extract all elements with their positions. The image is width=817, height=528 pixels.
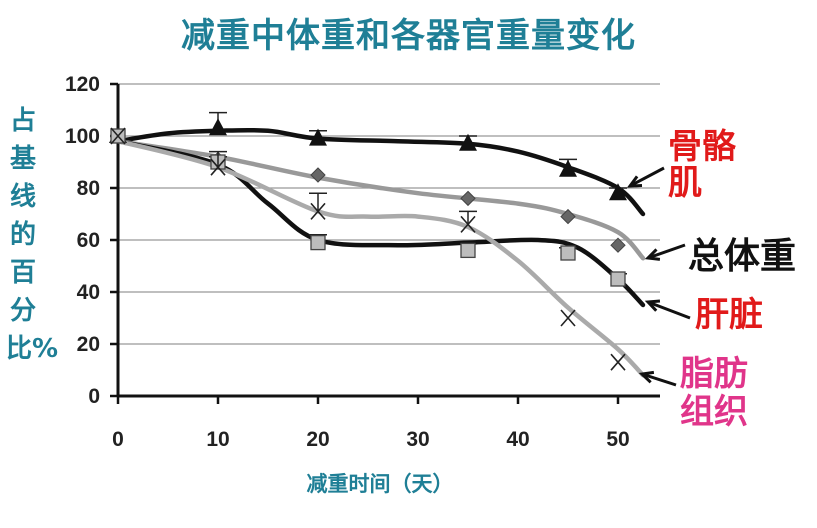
data-point-s0-2 <box>309 128 327 146</box>
series-label-2-line-0: 肝脏 <box>695 295 763 335</box>
data-point-s1-5 <box>610 237 626 253</box>
x-tick-label-30: 30 <box>406 428 429 451</box>
label-arrowhead-1 <box>644 248 661 261</box>
data-point-s0-5 <box>609 183 627 201</box>
y-tick-label-40: 40 <box>77 281 100 304</box>
label-arrowhead-2 <box>644 299 661 312</box>
x-tick-label-20: 20 <box>306 428 329 451</box>
data-point-s1-3 <box>460 190 476 207</box>
y-tick-label-80: 80 <box>77 177 100 200</box>
series-line-3 <box>115 138 646 378</box>
data-point-s3-4 <box>560 309 576 327</box>
label-arrowhead-3 <box>638 370 655 384</box>
x-tick-label-40: 40 <box>506 428 529 451</box>
x-tick-label-50: 50 <box>606 428 629 451</box>
label-arrowhead-0 <box>626 175 643 188</box>
label-arrow-2 <box>647 300 691 320</box>
data-point-s2-4 <box>560 245 576 261</box>
data-point-s3-1 <box>210 158 226 176</box>
series-label-0-line-0: 骨骼 <box>668 127 736 167</box>
series-label-3-line-0: 脂肪 <box>680 354 748 394</box>
data-point-s0-1 <box>209 118 227 136</box>
x-tick-label-0: 0 <box>112 428 124 451</box>
x-axis-title: 减重时间（天） <box>306 472 454 496</box>
data-point-s0-3 <box>459 133 477 151</box>
chart-title: 减重中体重和各器官重量变化 <box>181 16 636 56</box>
data-point-s3-3 <box>460 215 476 233</box>
data-point-s1-4 <box>560 208 576 225</box>
y-tick-label-120: 120 <box>65 73 100 96</box>
data-point-s0-4 <box>559 159 577 177</box>
series-line-0 <box>115 127 646 217</box>
series-label-0-line-1: 肌 <box>668 163 702 203</box>
data-point-s3-2 <box>310 202 326 220</box>
label-arrow-3 <box>641 372 677 387</box>
y-tick-label-20: 20 <box>77 333 100 356</box>
y-tick-label-60: 60 <box>77 229 100 252</box>
y-tick-label-0: 0 <box>88 385 100 408</box>
y-axis-title: 占基线的百分比% <box>6 106 59 364</box>
data-point-s1-2 <box>310 167 326 183</box>
label-arrow-0 <box>629 166 665 188</box>
series-label-1-line-0: 总体重 <box>688 236 796 277</box>
series-label-3-line-1: 组织 <box>680 392 748 432</box>
x-tick-label-10: 10 <box>206 428 229 451</box>
data-point-s3-5 <box>610 353 626 371</box>
data-point-s3-0 <box>110 127 126 145</box>
data-point-s2-3 <box>460 242 476 259</box>
data-point-s2-5 <box>610 271 626 287</box>
y-tick-label-100: 100 <box>65 125 100 148</box>
data-point-s2-2 <box>310 234 326 251</box>
label-arrow-1 <box>647 243 686 260</box>
